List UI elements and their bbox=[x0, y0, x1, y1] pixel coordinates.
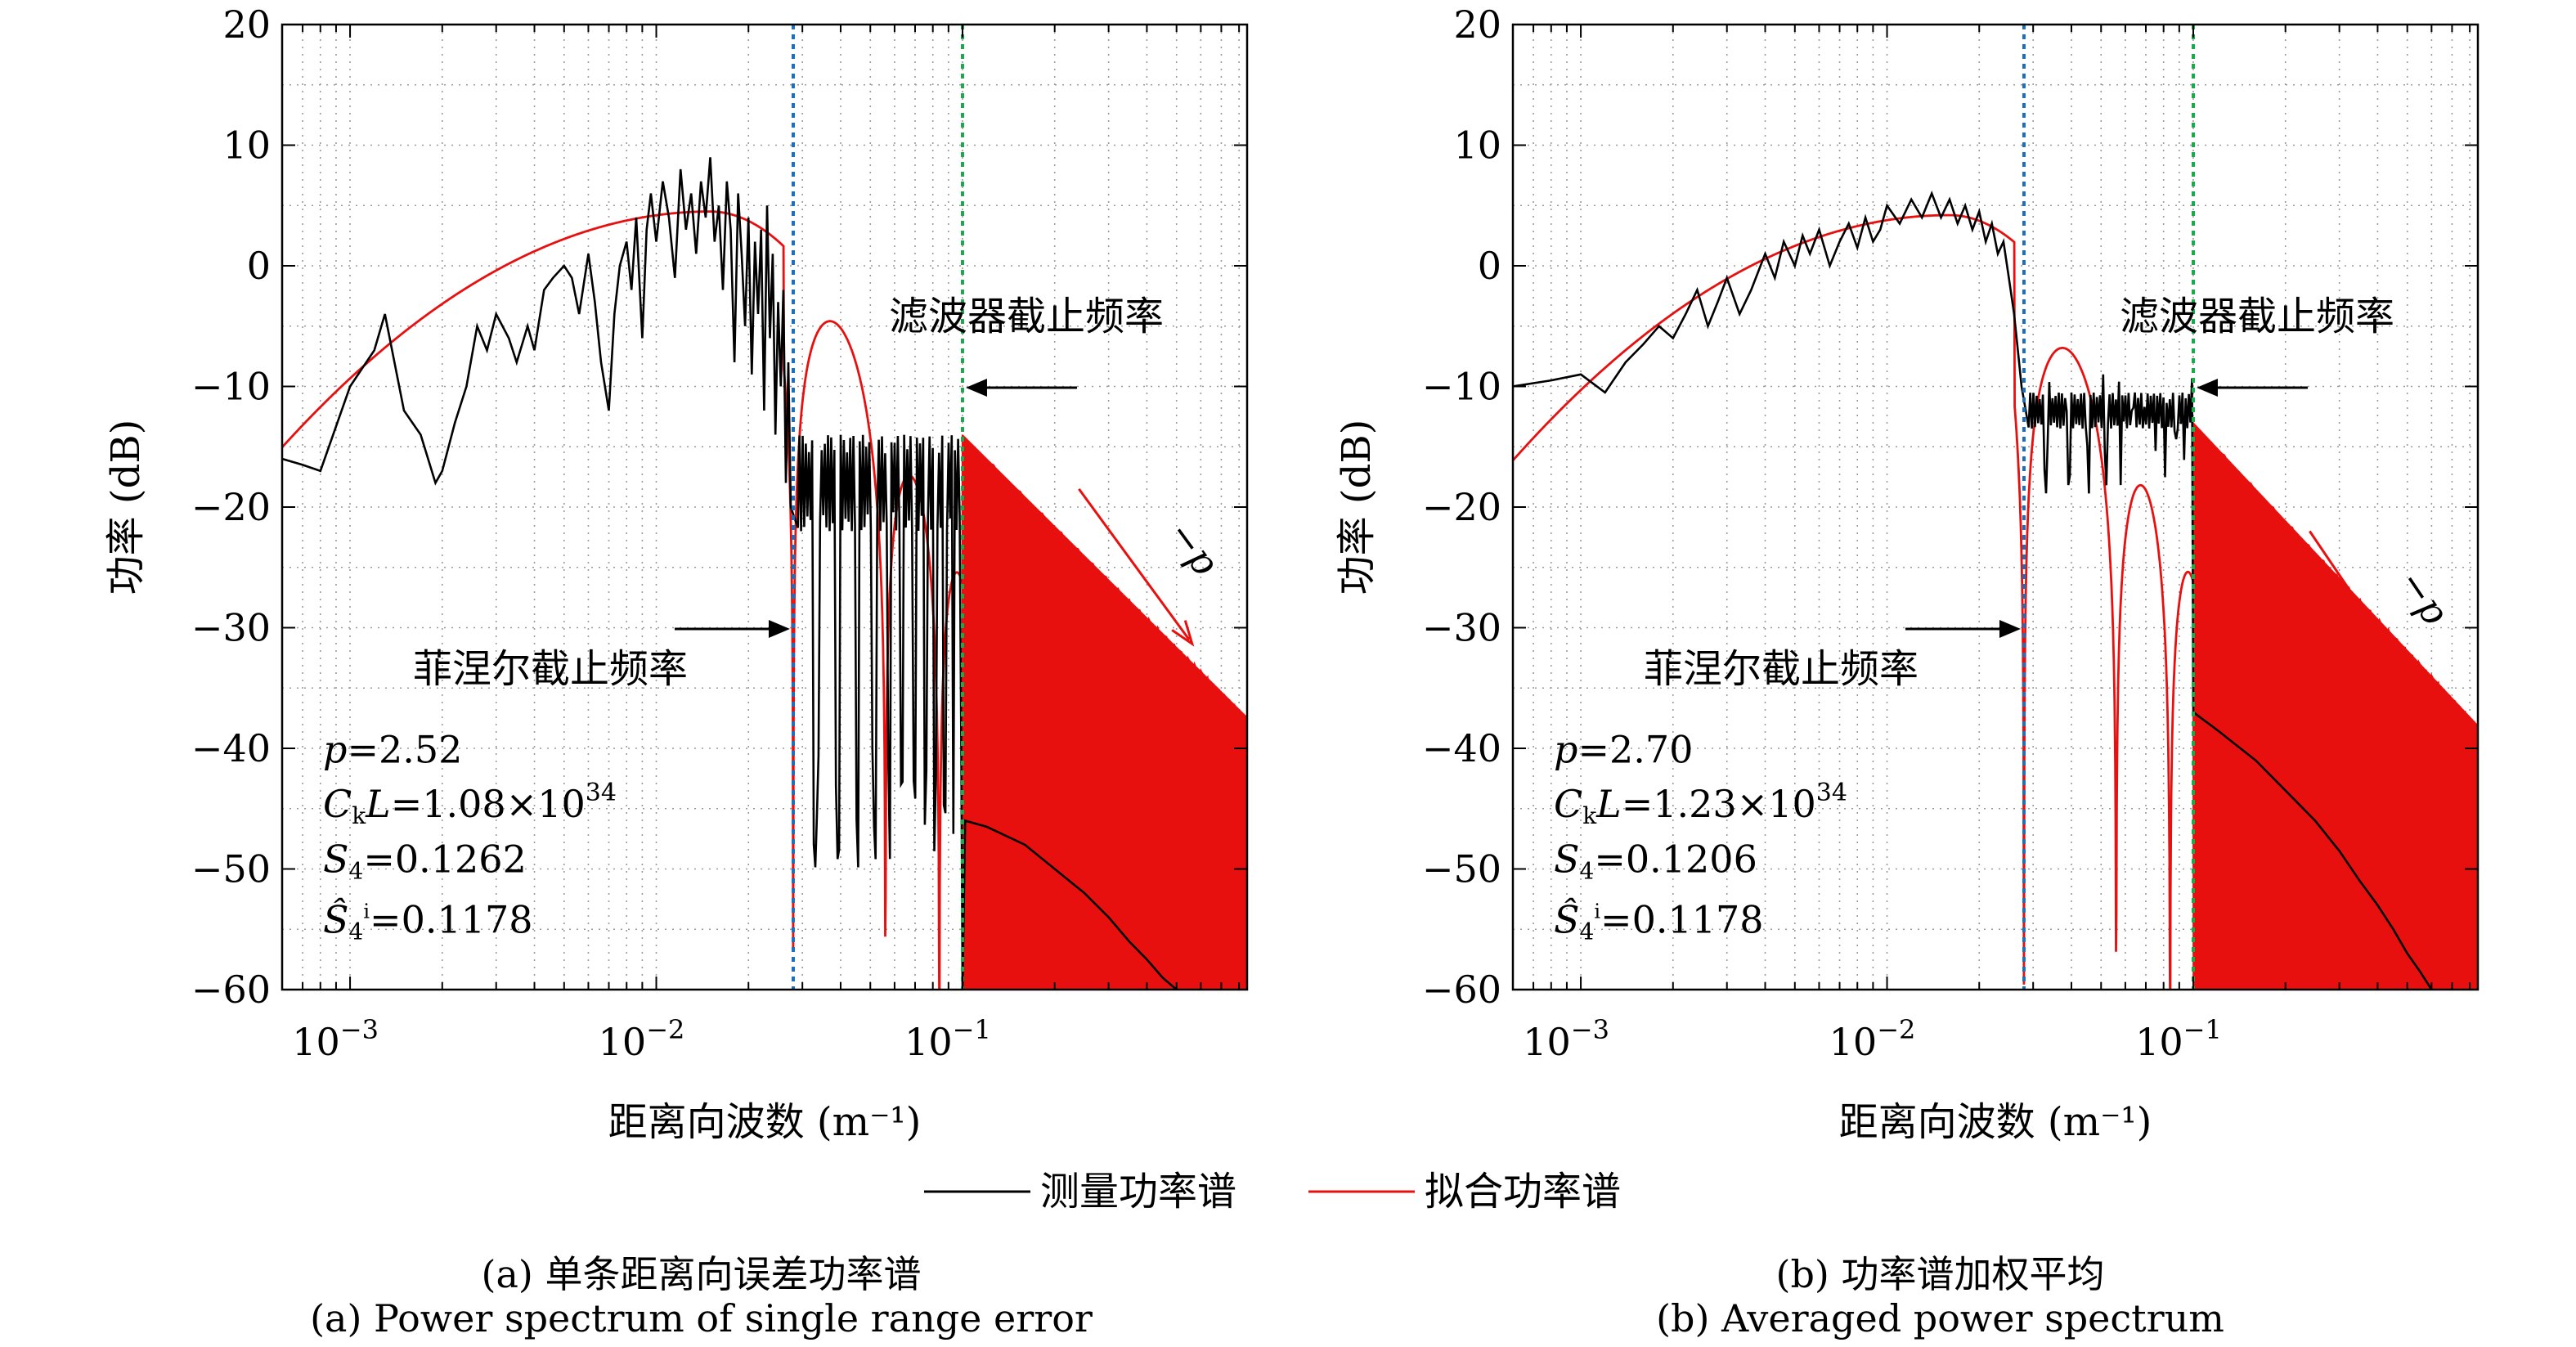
legend: 测量功率谱 拟合功率谱 bbox=[924, 1169, 1621, 1215]
y-tick-label: −60 bbox=[1422, 968, 1501, 1012]
measured-series bbox=[282, 157, 1178, 990]
y-tick-label: −40 bbox=[191, 726, 271, 770]
ticks bbox=[1512, 24, 2478, 990]
y-tick-label: −30 bbox=[191, 606, 271, 650]
param-ckl: CkL=1.23×1034 bbox=[1554, 779, 1847, 829]
caption-b-cn: (b) 功率谱加权平均 bbox=[1775, 1252, 2105, 1296]
fit-series-dense bbox=[2192, 422, 2478, 990]
y-tick-label: −20 bbox=[1422, 485, 1501, 529]
slope-arrow-head bbox=[2402, 674, 2426, 702]
x-tick-label: 10−3 bbox=[1523, 1014, 1609, 1064]
slope-label: −p bbox=[2390, 562, 2458, 633]
y-tick-label: −60 bbox=[191, 968, 271, 1012]
x-tick-label: 10−1 bbox=[904, 1014, 991, 1064]
param-ckl: CkL=1.08×1034 bbox=[323, 779, 617, 829]
y-tick-label: 20 bbox=[222, 2, 271, 47]
filter-arrow-head bbox=[2196, 378, 2218, 397]
param-s4: S4=0.1262 bbox=[323, 837, 527, 885]
slope-arrow bbox=[2309, 530, 2421, 695]
param-s4hat: Ŝ4i=0.1178 bbox=[1554, 896, 1764, 945]
param-p: p=2.70 bbox=[1554, 727, 1693, 771]
filter-label: 滤波器截止频率 bbox=[2120, 294, 2394, 339]
y-tick-label: −50 bbox=[1422, 847, 1501, 891]
fresnel-label: 菲涅尔截止频率 bbox=[413, 646, 688, 692]
y-tick-label: −50 bbox=[191, 847, 271, 891]
fresnel-label: 菲涅尔截止频率 bbox=[1644, 646, 1919, 692]
legend-fit-label: 拟合功率谱 bbox=[1425, 1169, 1621, 1215]
y-axis-label: 功率 (dB) bbox=[103, 420, 149, 595]
measured-series bbox=[1513, 190, 2433, 990]
slope-arrow-head bbox=[1171, 620, 1195, 647]
y-tick-label: −40 bbox=[1422, 726, 1501, 770]
param-p: p=2.52 bbox=[323, 727, 462, 771]
caption-a-en: (a) Power spectrum of single range error bbox=[310, 1296, 1093, 1340]
y-tick-label: −30 bbox=[1422, 606, 1501, 650]
y-tick-label: 20 bbox=[1453, 2, 1501, 47]
y-axis-label: 功率 (dB) bbox=[1334, 420, 1380, 595]
fit-series-dense bbox=[961, 434, 1247, 990]
fresnel-arrow-head bbox=[1999, 619, 2021, 638]
y-tick-label: 0 bbox=[247, 244, 271, 288]
legend-measured-label: 测量功率谱 bbox=[1040, 1169, 1236, 1215]
slope-arrow bbox=[1078, 487, 1191, 641]
filter-arrow-head bbox=[965, 378, 987, 397]
x-tick-label: 10−1 bbox=[2135, 1014, 2222, 1064]
param-s4hat: Ŝ4i=0.1178 bbox=[323, 896, 533, 945]
fresnel-arrow-head bbox=[768, 619, 790, 638]
panel-b: 20 10 0 −10 −20 −30 −40 −50 −60 10−3 10−2 10−1 距离向波数… bbox=[1334, 2, 2480, 1145]
x-axis-label: 距离向波数 (m⁻¹) bbox=[1839, 1099, 2152, 1145]
y-tick-label: −10 bbox=[191, 365, 271, 409]
ticks bbox=[281, 24, 1247, 990]
x-tick-label: 10−2 bbox=[1829, 1014, 1916, 1064]
slope-label: −p bbox=[1160, 513, 1228, 584]
y-tick-label: −20 bbox=[191, 485, 271, 529]
y-tick-label: 10 bbox=[1453, 123, 1501, 168]
param-s4: S4=0.1206 bbox=[1554, 837, 1757, 885]
x-axis-label: 距离向波数 (m⁻¹) bbox=[608, 1099, 922, 1145]
panel-a: 20 10 0 −10 −20 −30 −40 −50 −60 10−3 10−2 10−1 距离向波数… bbox=[103, 2, 1249, 1145]
filter-label: 滤波器截止频率 bbox=[889, 294, 1164, 339]
caption-a-cn: (a) 单条距离向误差功率谱 bbox=[481, 1252, 922, 1296]
y-tick-label: 10 bbox=[222, 123, 271, 168]
y-tick-label: −10 bbox=[1422, 365, 1501, 409]
x-tick-label: 10−2 bbox=[599, 1014, 685, 1064]
y-tick-label: 0 bbox=[1478, 244, 1501, 288]
caption-b-en: (b) Averaged power spectrum bbox=[1656, 1296, 2224, 1340]
x-tick-label: 10−3 bbox=[292, 1014, 379, 1064]
